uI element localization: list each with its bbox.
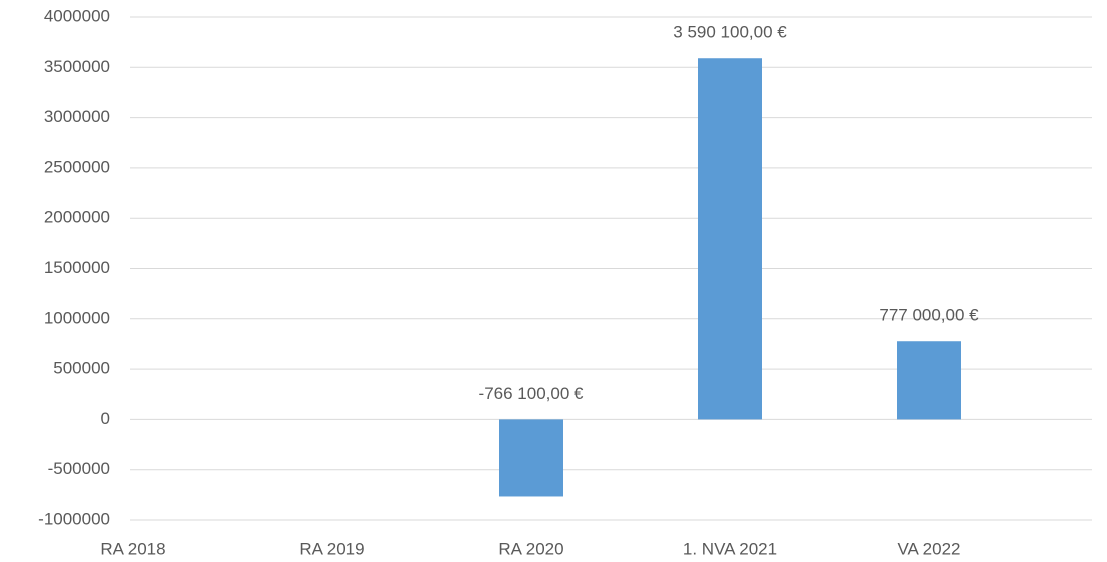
y-tick-label: 0 (101, 409, 110, 428)
x-tick-label: RA 2018 (100, 539, 165, 558)
x-tick-label: VA 2022 (897, 539, 960, 558)
y-tick-label: 1500000 (44, 258, 110, 277)
y-tick-label: 1000000 (44, 308, 110, 327)
bar (499, 419, 563, 497)
x-tick-label: RA 2019 (299, 539, 364, 558)
data-label: -766 100,00 € (479, 384, 584, 403)
y-tick-label: 2500000 (44, 157, 110, 176)
y-tick-label: 4000000 (44, 6, 110, 25)
data-label: 3 590 100,00 € (673, 23, 787, 42)
bar (897, 341, 961, 420)
y-tick-label: 500000 (53, 359, 110, 378)
y-tick-label: -500000 (48, 459, 110, 478)
y-tick-label: -1000000 (38, 509, 110, 528)
x-tick-label: 1. NVA 2021 (683, 539, 777, 558)
data-label: 777 000,00 € (879, 306, 979, 325)
x-tick-label: RA 2020 (498, 539, 563, 558)
bar (698, 58, 762, 420)
y-tick-label: 3500000 (44, 57, 110, 76)
y-tick-label: 2000000 (44, 208, 110, 227)
y-tick-label: 3000000 (44, 107, 110, 126)
